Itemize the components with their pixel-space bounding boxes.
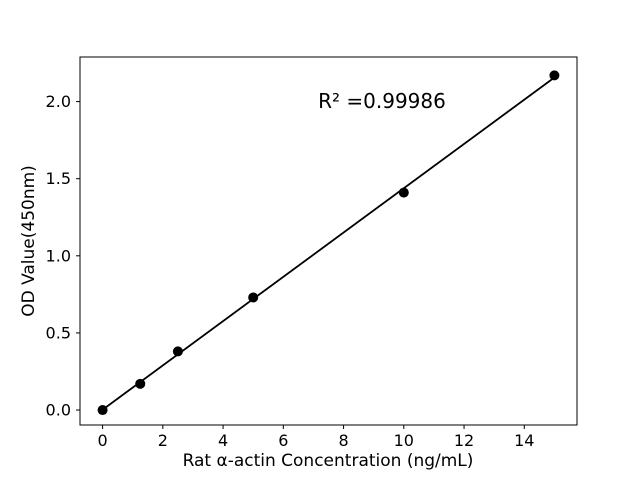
data-point (172, 346, 183, 357)
x-tick-label: 0 (97, 431, 107, 450)
y-axis-label: OD Value(450nm) (19, 165, 39, 317)
y-tick-label: 2.0 (46, 92, 71, 111)
data-point (135, 378, 146, 389)
x-axis-label: Rat α-actin Concentration (ng/mL) (183, 451, 474, 471)
x-tick-label: 14 (514, 431, 534, 450)
data-point (97, 405, 108, 416)
plot-layer: 0 2 4 6 8 10 12 14 0.0 0.5 1.0 1.5 2.0 (46, 56, 578, 450)
plot-border (79, 56, 578, 426)
y-tick-label: 0.5 (46, 323, 71, 342)
y-tick-label: 1.0 (46, 246, 71, 265)
x-tick-label: 6 (278, 431, 288, 450)
data-point (549, 70, 560, 81)
x-tick-label: 8 (338, 431, 348, 450)
r-squared-annotation: R² =0.99986 (318, 89, 446, 113)
data-point (398, 187, 409, 198)
data-point (248, 292, 259, 303)
x-tick-label: 10 (394, 431, 414, 450)
x-tick-label: 4 (218, 431, 228, 450)
y-tick-label: 1.5 (46, 169, 71, 188)
y-tick-label: 0.0 (46, 401, 71, 420)
x-tick-label: 2 (158, 431, 168, 450)
x-tick-label: 12 (454, 431, 474, 450)
